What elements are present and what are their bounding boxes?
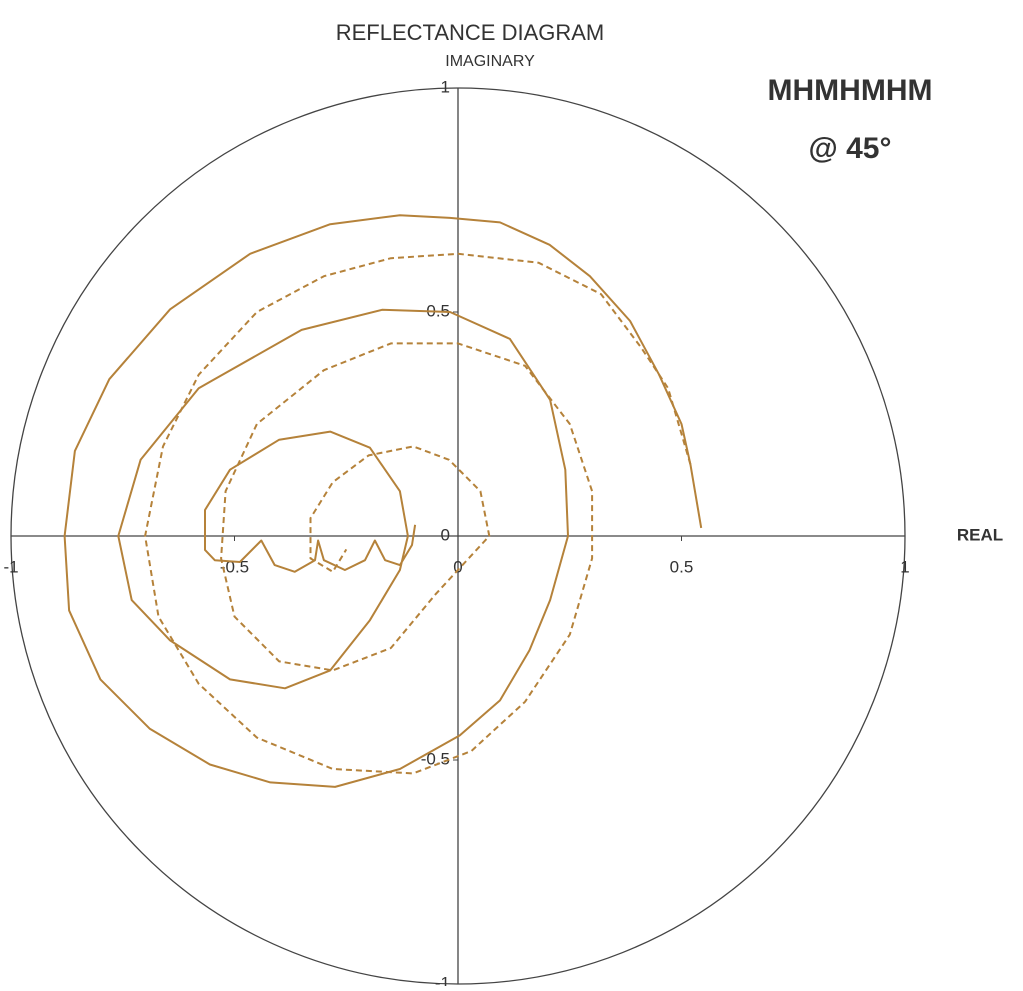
x-tick-label: 0.5 — [670, 557, 694, 576]
reflectance-curve — [144, 252, 692, 775]
y-tick-label: 1 — [441, 77, 450, 96]
x-tick-label: -1 — [3, 557, 18, 576]
y-tick-label: -1 — [435, 973, 450, 986]
y-axis-label: IMAGINARY — [445, 53, 535, 70]
y-tick-label: 0 — [441, 525, 450, 544]
reflectance-curve — [63, 214, 703, 788]
chart-title: REFLECTANCE DIAGRAM — [336, 20, 605, 45]
x-tick-label: 0 — [453, 557, 462, 576]
annotation: MHMHMHM — [768, 74, 933, 107]
x-axis-label: REAL — [957, 525, 1003, 544]
x-tick-label: -0.5 — [220, 557, 249, 576]
annotation: @ 45° — [809, 132, 892, 165]
x-tick-label: 1 — [900, 557, 909, 576]
